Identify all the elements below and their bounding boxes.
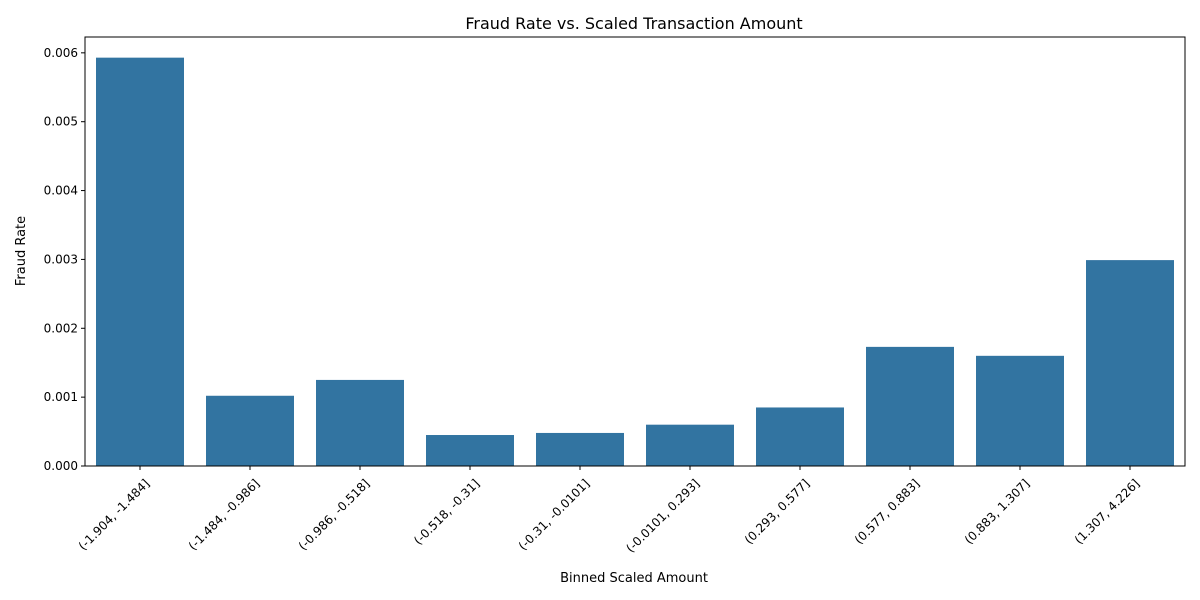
x-tick-label-5: (-0.0101, 0.293] bbox=[623, 476, 702, 555]
y-tick-label-0: 0.000 bbox=[44, 459, 78, 473]
bar-8 bbox=[976, 355, 1064, 466]
y-tick-label-4: 0.004 bbox=[44, 184, 78, 198]
x-tick-label-6: (0.293, 0.577] bbox=[742, 476, 813, 547]
x-axis-label: Binned Scaled Amount bbox=[560, 571, 708, 586]
bar-3 bbox=[426, 435, 514, 466]
x-tick-label-1: (-1.484, -0.986] bbox=[186, 476, 263, 553]
y-tick-label-1: 0.001 bbox=[44, 390, 78, 404]
x-tick-label-0: (-1.904, -1.484] bbox=[76, 476, 153, 553]
y-tick-label-5: 0.005 bbox=[44, 115, 78, 129]
x-tick-label-8: (0.883, 1.307] bbox=[962, 476, 1033, 547]
plot-frame bbox=[84, 36, 1186, 467]
bars-group bbox=[96, 57, 1174, 466]
y-tick-label-3: 0.003 bbox=[44, 252, 78, 266]
y-tick-label-2: 0.002 bbox=[44, 321, 78, 335]
bar-2 bbox=[316, 379, 404, 466]
bar-9 bbox=[1086, 260, 1174, 466]
bar-6 bbox=[756, 407, 844, 466]
x-tick-label-3: (-0.518, -0.31] bbox=[411, 476, 482, 547]
chart-title: Fraud Rate vs. Scaled Transaction Amount bbox=[465, 14, 802, 33]
bar-0 bbox=[96, 57, 184, 466]
x-axis: (-1.904, -1.484] (-1.484, -0.986] (-0.986,… bbox=[76, 466, 1143, 555]
y-tick-label-6: 0.006 bbox=[44, 46, 78, 60]
bar-7 bbox=[866, 346, 954, 466]
x-tick-label-2: (-0.986, -0.518] bbox=[296, 476, 373, 553]
x-tick-label-7: (0.577, 0.883] bbox=[852, 476, 923, 547]
bar-5 bbox=[646, 424, 734, 466]
y-axis-label: Fraud Rate bbox=[14, 216, 29, 286]
y-axis: 0.000 0.001 0.002 0.003 0.004 0.005 0.006 bbox=[44, 46, 85, 473]
x-tick-label-4: (-0.31, -0.0101] bbox=[516, 476, 593, 553]
x-tick-label-9: (1.307, 4.226] bbox=[1072, 476, 1143, 547]
bar-1 bbox=[206, 395, 294, 466]
bar-4 bbox=[536, 432, 624, 466]
